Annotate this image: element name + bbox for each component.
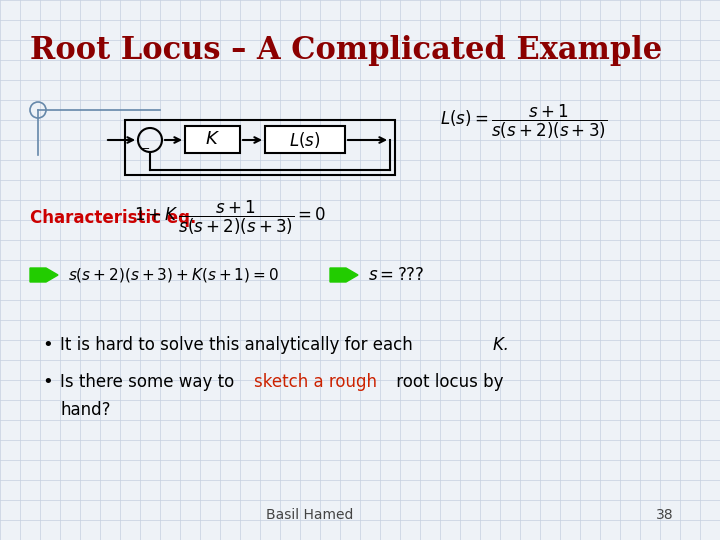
Text: −: − bbox=[141, 144, 150, 154]
Text: Root Locus – A Complicated Example: Root Locus – A Complicated Example bbox=[30, 35, 662, 66]
Text: $L(s)$: $L(s)$ bbox=[289, 130, 320, 150]
Text: $K$.: $K$. bbox=[492, 336, 509, 354]
FancyArrow shape bbox=[330, 268, 358, 282]
Text: $s = ???$: $s = ???$ bbox=[368, 267, 424, 284]
Text: $s(s+2)(s+3)+K(s+1)=0$: $s(s+2)(s+3)+K(s+1)=0$ bbox=[68, 266, 279, 284]
Text: $1 + K\,\dfrac{s+1}{s(s+2)(s+3)} = 0$: $1 + K\,\dfrac{s+1}{s(s+2)(s+3)} = 0$ bbox=[134, 199, 326, 237]
Text: hand?: hand? bbox=[60, 401, 110, 419]
Text: sketch a rough: sketch a rough bbox=[254, 373, 377, 391]
FancyBboxPatch shape bbox=[265, 126, 345, 153]
Text: Basil Hamed: Basil Hamed bbox=[266, 508, 354, 522]
Text: Characteristic eq.: Characteristic eq. bbox=[30, 209, 197, 227]
Text: root locus by: root locus by bbox=[391, 373, 503, 391]
Text: $K$: $K$ bbox=[205, 131, 220, 149]
Text: $L(s) = \dfrac{s+1}{s(s+2)(s+3)}$: $L(s) = \dfrac{s+1}{s(s+2)(s+3)}$ bbox=[440, 103, 607, 141]
Text: •: • bbox=[42, 373, 53, 391]
FancyArrow shape bbox=[30, 268, 58, 282]
Text: Is there some way to: Is there some way to bbox=[60, 373, 240, 391]
Text: 38: 38 bbox=[656, 508, 674, 522]
Text: •: • bbox=[42, 336, 53, 354]
Text: It is hard to solve this analytically for each: It is hard to solve this analytically fo… bbox=[60, 336, 418, 354]
FancyBboxPatch shape bbox=[185, 126, 240, 153]
